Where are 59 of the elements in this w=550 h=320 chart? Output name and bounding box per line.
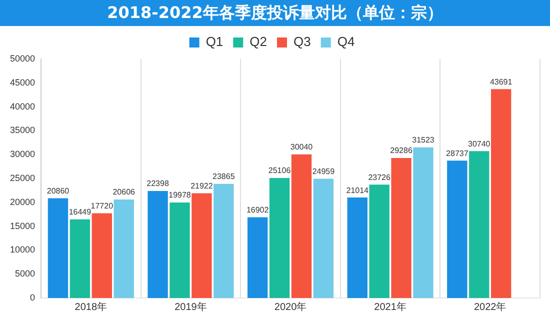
- bar: [114, 200, 134, 298]
- bar: [347, 198, 368, 298]
- data-label: 43691: [490, 77, 513, 86]
- bar: [48, 198, 68, 298]
- data-label: 20606: [112, 188, 136, 197]
- y-tick-label: 5000: [14, 268, 36, 279]
- data-label: 17720: [90, 202, 114, 210]
- legend-label: Q3: [294, 34, 311, 50]
- data-label: 23865: [212, 172, 236, 182]
- x-tick-label: 2018年: [74, 300, 108, 313]
- chart-title: 2018-2022年各季度投诉量对比（单位：宗）: [0, 0, 550, 26]
- x-tick-label: 2020年: [274, 300, 307, 313]
- bar: [247, 217, 268, 298]
- data-label: 19978: [168, 190, 192, 200]
- data-label: 30740: [468, 139, 491, 148]
- legend-label: Q1: [206, 34, 224, 50]
- y-tick-label: 30000: [10, 149, 36, 160]
- y-tick-label: 35000: [10, 125, 36, 136]
- data-label: 25106: [268, 166, 292, 176]
- bar: [291, 154, 312, 298]
- bar: [170, 202, 190, 298]
- bar: [70, 219, 90, 298]
- bar: [391, 158, 412, 298]
- data-label: 21922: [190, 181, 214, 190]
- x-tick-label: 2019年: [174, 300, 207, 313]
- bar: [447, 160, 468, 298]
- y-tick-label: 0: [30, 292, 36, 302]
- data-label: 29286: [390, 146, 413, 156]
- data-label: 24959: [312, 166, 336, 176]
- bar: [269, 178, 290, 298]
- y-tick-label: 50000: [10, 53, 36, 64]
- y-tick-label: 25000: [10, 172, 36, 183]
- data-label: 21014: [346, 186, 370, 195]
- bar: [192, 193, 212, 298]
- bar: [469, 151, 490, 298]
- x-tick-label: 2021年: [374, 300, 406, 313]
- y-tick-label: 15000: [10, 220, 36, 231]
- data-label: 23726: [368, 172, 392, 182]
- data-label: 20860: [46, 186, 70, 196]
- bar: [214, 184, 234, 298]
- data-label: 16449: [68, 208, 92, 217]
- bar: [490, 89, 512, 298]
- bar: [92, 213, 112, 298]
- y-tick-label: 10000: [10, 244, 36, 255]
- y-tick-label: 40000: [10, 101, 36, 112]
- data-label: 22398: [146, 179, 170, 188]
- y-tick-label: 20000: [10, 196, 36, 207]
- bar: [369, 184, 390, 298]
- bar: [313, 178, 334, 298]
- data-label: 28737: [446, 148, 469, 158]
- legend-label: Q4: [337, 34, 355, 50]
- data-label: 31523: [412, 136, 435, 145]
- y-tick-label: 45000: [10, 77, 36, 88]
- data-label: 16902: [246, 205, 270, 214]
- legend-label: Q2: [250, 34, 267, 50]
- bar: [148, 190, 168, 298]
- x-tick-label: 2022年: [474, 300, 506, 313]
- bar: [413, 147, 434, 298]
- data-label: 30040: [290, 142, 314, 152]
